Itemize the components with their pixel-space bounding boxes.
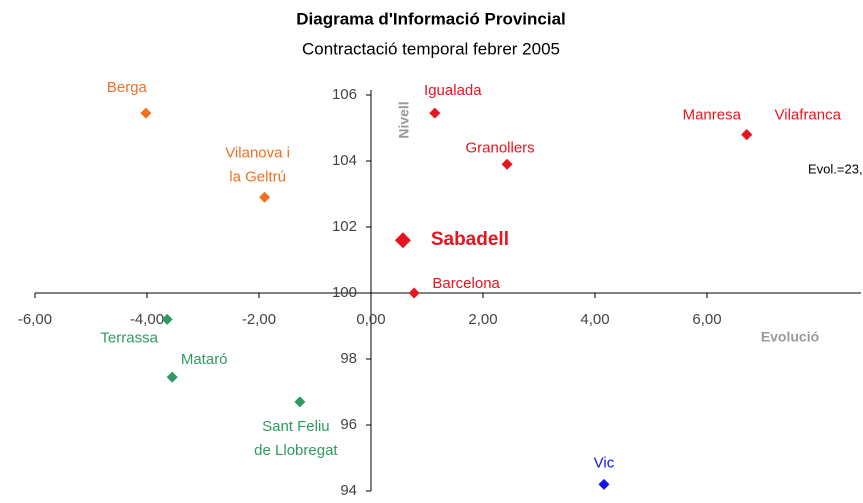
y-tick-label: 104: [332, 152, 357, 169]
point: [294, 396, 306, 408]
point-label: Igualada: [424, 82, 482, 99]
x-tick-label: 4,00: [580, 311, 609, 328]
point-label: Barcelona: [432, 275, 500, 292]
point: [598, 478, 610, 490]
point-label: Manresa: [683, 107, 742, 124]
chart-subtitle: Contractació temporal febrer 2005: [302, 39, 560, 58]
point-label: Vilafranca: [775, 107, 842, 124]
point-label: Mataró: [181, 351, 228, 368]
x-tick-label: -2,00: [242, 311, 276, 328]
point-label: Vic: [594, 454, 615, 471]
y-tick-label: 106: [332, 86, 357, 103]
y-tick-label: 100: [332, 284, 357, 301]
y-tick-label: 96: [340, 416, 357, 433]
point-label: la Geltrú: [229, 168, 286, 185]
point: [166, 371, 178, 383]
point-label: Granollers: [465, 139, 534, 156]
point-label: de Llobregat: [254, 442, 338, 459]
y-tick-label: 94: [340, 482, 357, 499]
point-label: Sant Feliu: [262, 418, 330, 435]
y-tick-label: 102: [332, 218, 357, 235]
point: [501, 158, 513, 170]
y-tick-label: 98: [340, 350, 357, 367]
point: [741, 129, 753, 141]
point: [394, 232, 411, 249]
point: [408, 287, 420, 299]
x-tick-label: 6,00: [692, 311, 721, 328]
point-label: Vilanova i: [225, 144, 290, 161]
point: [429, 107, 441, 119]
x-tick-label: -6,00: [18, 311, 52, 328]
x-tick-label: 2,00: [468, 311, 497, 328]
annotation: Evol.=23,31: [808, 161, 863, 176]
x-tick-label: -4,00: [130, 311, 164, 328]
point-label: Terrassa: [100, 329, 158, 346]
point: [161, 313, 173, 325]
point: [259, 191, 271, 203]
chart-title: Diagrama d'Informació Provincial: [296, 9, 566, 28]
point: [140, 107, 152, 119]
x-axis-title: Evolució: [761, 329, 819, 345]
point-label: Sabadell: [431, 229, 509, 250]
point-label: Berga: [107, 79, 148, 96]
y-axis-title: Nivell: [396, 101, 412, 138]
x-tick-label: 0,00: [356, 311, 385, 328]
